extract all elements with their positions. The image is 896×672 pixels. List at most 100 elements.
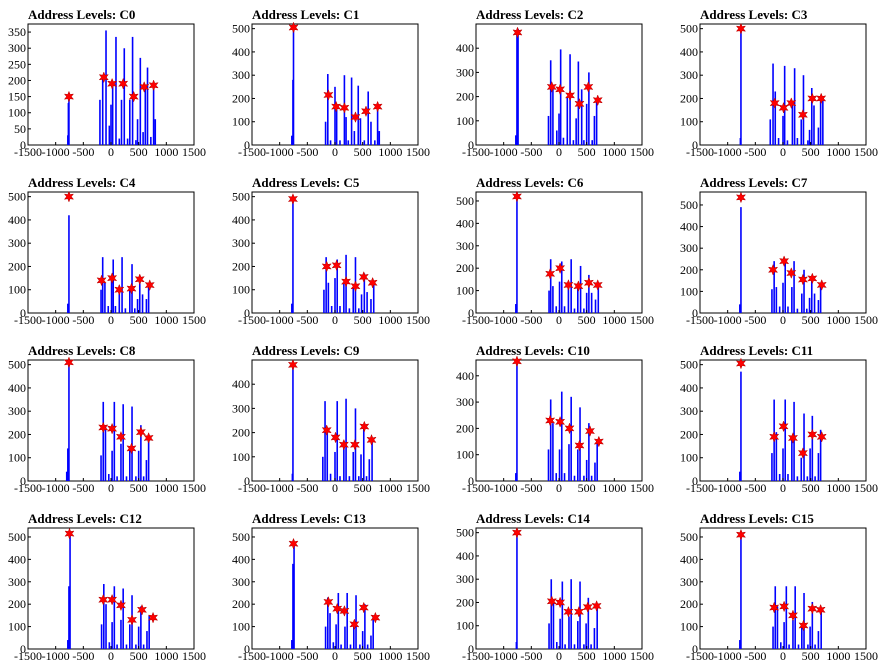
x-tick-label: 0 bbox=[780, 145, 786, 159]
peak-marker bbox=[98, 421, 109, 434]
y-tick-label: 0 bbox=[20, 642, 26, 656]
y-tick-label: 300 bbox=[232, 236, 250, 250]
x-tick-label: 0 bbox=[108, 313, 114, 327]
y-tick-label: 200 bbox=[8, 597, 26, 611]
peak-marker bbox=[582, 601, 593, 614]
x-tick-label: 1500 bbox=[182, 313, 206, 327]
peak-marker bbox=[593, 435, 604, 448]
peak-marker bbox=[807, 602, 818, 615]
x-tick-label: -1500 bbox=[462, 481, 490, 495]
x-tick-label: -1000 bbox=[490, 313, 518, 327]
peak-marker bbox=[64, 527, 75, 540]
y-tick-label: 400 bbox=[232, 45, 250, 59]
x-tick-label: 500 bbox=[802, 145, 820, 159]
peak-marker bbox=[372, 100, 383, 113]
x-tick-label: -1000 bbox=[42, 313, 70, 327]
peak-marker bbox=[816, 279, 827, 291]
peak-marker bbox=[287, 193, 299, 205]
y-tick-label: 200 bbox=[8, 427, 26, 441]
y-tick-label: 0 bbox=[20, 138, 26, 152]
x-tick-label: -1500 bbox=[462, 649, 490, 663]
y-tick-label: 50 bbox=[14, 122, 26, 136]
x-tick-label: -500 bbox=[296, 649, 318, 663]
peak-marker bbox=[358, 601, 369, 614]
x-tick-label: -500 bbox=[72, 481, 94, 495]
x-tick-label: 1500 bbox=[854, 313, 878, 327]
x-tick-label: 1500 bbox=[406, 481, 430, 495]
y-tick-label: 100 bbox=[456, 619, 474, 633]
y-tick-label: 100 bbox=[456, 448, 474, 462]
y-tick-label: 400 bbox=[680, 220, 698, 234]
y-tick-label: 350 bbox=[8, 25, 26, 39]
x-tick-label: 1000 bbox=[378, 649, 402, 663]
x-tick-label: -1500 bbox=[14, 649, 42, 663]
plot-panel: Address Levels: C2 0 100 200 300 400 -1500 -100… bbox=[456, 7, 654, 159]
x-tick-label: 0 bbox=[332, 481, 338, 495]
peak-marker bbox=[816, 92, 827, 105]
peak-marker bbox=[340, 275, 352, 288]
peak-marker bbox=[769, 430, 780, 443]
peak-marker bbox=[118, 77, 129, 90]
peak-marker bbox=[139, 81, 150, 93]
y-tick-label: 100 bbox=[8, 283, 26, 297]
x-tick-label: -500 bbox=[520, 649, 542, 663]
x-tick-label: -500 bbox=[744, 649, 766, 663]
plot-title: Address Levels: C15 bbox=[700, 511, 814, 526]
x-tick-label: 500 bbox=[354, 481, 372, 495]
x-tick-label: -500 bbox=[744, 145, 766, 159]
peak-marker bbox=[815, 603, 826, 616]
plot-title: Address Levels: C3 bbox=[700, 7, 808, 22]
peak-marker bbox=[769, 601, 780, 614]
peak-marker bbox=[349, 618, 360, 631]
y-tick-label: 200 bbox=[680, 91, 698, 105]
peak-marker bbox=[323, 89, 334, 101]
peak-marker bbox=[564, 89, 576, 102]
x-tick-label: 0 bbox=[332, 145, 338, 159]
peak-marker bbox=[349, 438, 361, 451]
peak-marker bbox=[584, 425, 596, 437]
y-tick-label: 500 bbox=[456, 194, 474, 208]
y-tick-label: 400 bbox=[456, 41, 474, 55]
peak-marker bbox=[143, 432, 154, 444]
y-tick-label: 100 bbox=[680, 451, 698, 465]
y-tick-label: 0 bbox=[244, 474, 250, 488]
peak-marker bbox=[350, 111, 361, 123]
plot-panel: Address Levels: C12 0 100 200 300 400 500 -1500… bbox=[8, 511, 206, 663]
x-tick-label: 1000 bbox=[602, 649, 626, 663]
peak-marker bbox=[554, 415, 566, 428]
x-tick-label: 1000 bbox=[602, 481, 626, 495]
peak-marker bbox=[554, 83, 566, 96]
plot-panel: Address Levels: C80100200300400500-1500-… bbox=[8, 343, 206, 495]
plot-frame bbox=[699, 527, 867, 650]
x-tick-label: 0 bbox=[780, 313, 786, 327]
y-tick-label: 300 bbox=[680, 241, 698, 255]
plot-title: Address Levels: C9 bbox=[252, 343, 360, 358]
x-tick-label: 0 bbox=[556, 313, 562, 327]
peak-marker bbox=[546, 81, 557, 93]
y-tick-label: 300 bbox=[232, 401, 250, 415]
peak-marker bbox=[563, 279, 574, 291]
y-tick-label: 200 bbox=[456, 90, 474, 104]
x-tick-label: -500 bbox=[520, 145, 542, 159]
x-tick-label: 1000 bbox=[602, 145, 626, 159]
plot-panel: Address Levels: C10100200300400500-1500-… bbox=[232, 7, 430, 159]
x-tick-label: -500 bbox=[744, 313, 766, 327]
peak-marker bbox=[778, 600, 790, 613]
x-tick-label: -500 bbox=[744, 481, 766, 495]
x-tick-label: -1000 bbox=[266, 313, 294, 327]
y-tick-label: 150 bbox=[8, 90, 26, 104]
y-tick-label: 300 bbox=[456, 65, 474, 79]
plot-title: Address Levels: C2 bbox=[476, 7, 583, 22]
x-tick-label: 0 bbox=[556, 481, 562, 495]
peak-marker bbox=[767, 263, 779, 276]
x-tick-label: -1000 bbox=[266, 649, 294, 663]
y-tick-label: 500 bbox=[232, 22, 250, 36]
peak-marker bbox=[545, 267, 556, 280]
x-tick-label: 1500 bbox=[630, 145, 654, 159]
y-tick-label: 400 bbox=[8, 381, 26, 395]
x-tick-label: 500 bbox=[130, 481, 148, 495]
peak-marker bbox=[136, 603, 148, 616]
x-tick-label: -1500 bbox=[686, 145, 714, 159]
peak-marker bbox=[778, 255, 790, 268]
